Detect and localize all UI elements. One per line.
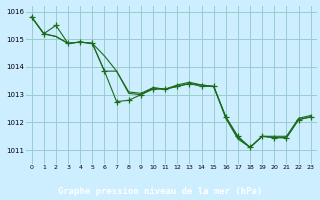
Text: Graphe pression niveau de la mer (hPa): Graphe pression niveau de la mer (hPa) xyxy=(58,186,262,196)
